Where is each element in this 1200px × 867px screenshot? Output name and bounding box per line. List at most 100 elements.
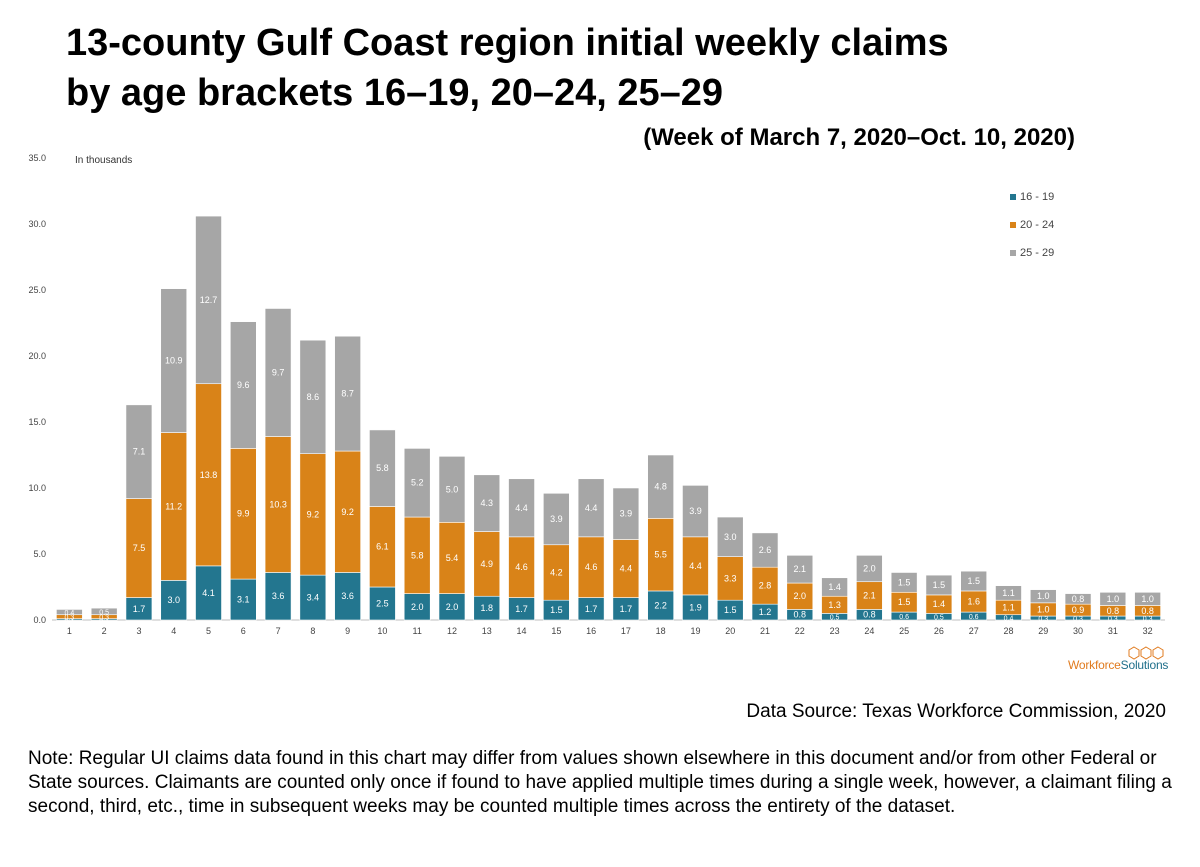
bar-segment-3-week-25	[890, 572, 918, 593]
bar-segment-3-week-3	[125, 404, 153, 499]
bar-segment-2-week-24	[856, 581, 883, 610]
x-tick-label: 28	[1003, 626, 1013, 636]
data-label: 10.9	[165, 356, 183, 366]
bar-segment-2-week-11	[403, 516, 431, 594]
data-label: 3.4	[307, 593, 320, 603]
data-label: 1.0	[1107, 594, 1120, 604]
legend-label: 16 - 19	[1020, 191, 1054, 203]
y-tick-label: 0.0	[33, 615, 46, 625]
bar-segment-2-week-13	[473, 531, 501, 597]
x-tick-label: 21	[760, 626, 770, 636]
bar-segment-3-week-22	[786, 555, 814, 584]
x-tick-label: 2	[102, 626, 107, 636]
bar-segment-3-week-11	[403, 448, 431, 518]
data-label: 4.4	[585, 503, 598, 513]
y-tick-label: 15.0	[28, 417, 46, 427]
bar-segment-3-week-8	[299, 339, 327, 454]
data-label: 1.5	[724, 605, 737, 615]
x-axis: 1 2 3 4 5 6 7 8 9 10 11 12 13 14 15 16 17 18 19 20 21 22 23 24 2…	[67, 626, 1153, 636]
data-label: 1.6	[967, 597, 980, 607]
data-label: 1.4	[933, 599, 946, 609]
data-label: 0.8	[863, 610, 876, 620]
data-label: 5.2	[411, 478, 424, 488]
y-tick-label: 20.0	[28, 351, 46, 361]
logo-mark-icon	[1128, 646, 1164, 660]
data-label: 1.0	[1141, 594, 1154, 604]
data-label: 1.7	[585, 604, 598, 614]
bars-group: 0.10.30.40.10.30.5 1.77.57.13.011.210.94.…	[56, 215, 1161, 624]
bar-segment-1-week-9	[334, 572, 361, 621]
data-label: 0.3	[99, 615, 109, 622]
x-tick-label: 24	[864, 626, 874, 636]
data-label: 3.9	[689, 506, 702, 516]
data-label: 2.0	[794, 591, 807, 601]
bar-segment-3-week-32	[1134, 591, 1161, 606]
bar-segment-3-week-19	[682, 485, 709, 538]
bar-segment-3-week-18	[647, 454, 674, 519]
data-label: 0.3	[1073, 616, 1083, 623]
data-label: 1.8	[481, 603, 494, 613]
x-tick-label: 30	[1073, 626, 1083, 636]
bar-segment-3-week-17	[612, 487, 640, 540]
bar-segment-1-week-10	[369, 586, 396, 621]
data-label: 2.2	[654, 600, 667, 610]
data-label: 1.5	[933, 580, 946, 590]
data-label: 0.8	[1107, 606, 1120, 616]
legend-label: 25 - 29	[1020, 247, 1054, 259]
data-source: Data Source: Texas Workforce Commission,…	[746, 701, 1166, 722]
chart-title: 13-county Gulf Coast region initial week…	[66, 18, 1166, 118]
data-label: 0.3	[1108, 616, 1118, 623]
data-label: 0.5	[830, 615, 840, 622]
data-label: 7.5	[133, 543, 146, 553]
data-label: 3.9	[620, 509, 633, 519]
bar-segment-2-week-19	[682, 536, 709, 596]
data-label: 1.0	[1037, 591, 1050, 601]
data-label: 0.3	[1143, 616, 1153, 623]
chart-subtitle: (Week of March 7, 2020–Oct. 10, 2020)	[643, 124, 1075, 151]
bar-segment-2-week-3	[125, 498, 153, 598]
data-label: 10.3	[269, 500, 287, 510]
x-tick-label: 20	[725, 626, 735, 636]
data-label: 3.6	[272, 591, 285, 601]
bar-segment-3-week-15	[543, 492, 570, 546]
stacked-bar-chart: 0.05.010.015.020.025.030.035.0 In thousa…	[28, 153, 1165, 636]
x-tick-label: 31	[1108, 626, 1118, 636]
data-label: 0.1	[65, 617, 75, 624]
data-label: 0.6	[899, 614, 909, 621]
data-label: 0.9	[1072, 605, 1085, 615]
bar-segment-3-week-10	[369, 429, 396, 507]
legend-label: 20 - 24	[1020, 219, 1054, 231]
data-label: 1.3	[828, 600, 841, 610]
data-label: 4.4	[515, 503, 528, 513]
bar-segment-3-week-9	[334, 335, 361, 452]
y-tick-label: 30.0	[28, 219, 46, 229]
legend-swatch	[1010, 194, 1016, 200]
data-label: 0.4	[65, 610, 75, 617]
x-tick-label: 9	[345, 626, 350, 636]
workforce-solutions-logo: WorkforceSolutions	[1068, 658, 1168, 672]
data-label: 0.4	[1004, 615, 1014, 622]
data-label: 0.8	[1141, 606, 1154, 616]
title-line-1: 13-county Gulf Coast region initial week…	[66, 22, 949, 64]
bar-segment-3-week-6	[229, 321, 257, 449]
data-label: 0.3	[65, 615, 75, 622]
data-label: 11.2	[165, 501, 182, 511]
data-label: 0.5	[99, 609, 109, 616]
data-label: 1.0	[1037, 604, 1050, 614]
y-tick-label: 10.0	[28, 483, 46, 493]
x-tick-label: 26	[934, 626, 944, 636]
data-label: 1.1	[1002, 602, 1015, 612]
data-label: 3.0	[167, 595, 180, 605]
data-label: 12.7	[200, 295, 218, 305]
data-label: 0.8	[794, 610, 807, 620]
data-label: 6.1	[376, 542, 389, 552]
bar-segment-3-week-24	[856, 555, 883, 583]
data-label: 4.8	[654, 482, 667, 492]
data-label: 1.5	[967, 576, 980, 586]
data-label: 5.5	[654, 550, 667, 560]
data-label: 4.4	[620, 564, 633, 574]
data-label: 1.4	[828, 582, 841, 592]
bar-segment-3-week-31	[1099, 591, 1127, 606]
data-label: 4.9	[481, 559, 494, 569]
x-tick-label: 23	[830, 626, 840, 636]
